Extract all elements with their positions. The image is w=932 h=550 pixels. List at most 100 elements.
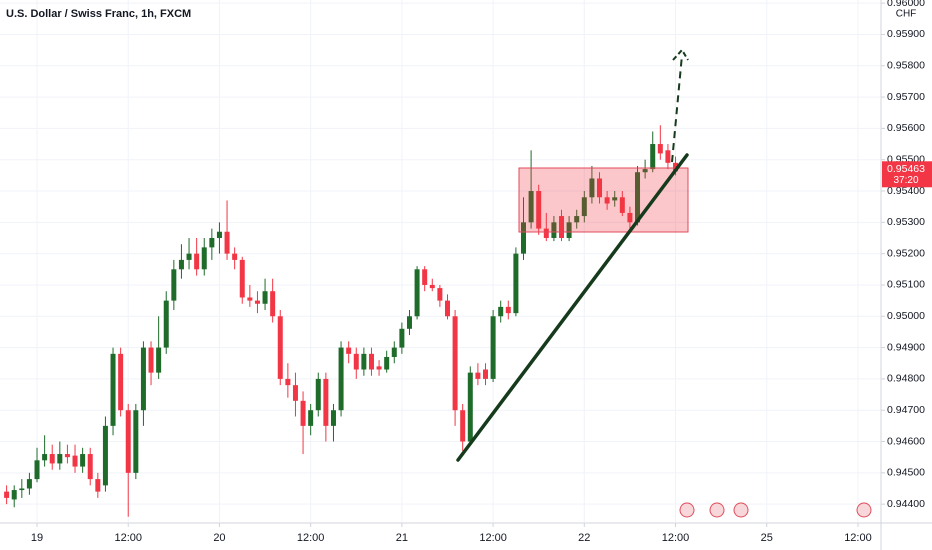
- candle-body: [26, 479, 32, 489]
- candle-body: [156, 347, 162, 373]
- candle-body: [110, 353, 116, 426]
- candle-body: [467, 372, 473, 442]
- y-tick-label: 0.95900: [887, 28, 925, 40]
- candle-body: [406, 316, 412, 329]
- candle-body: [642, 169, 648, 173]
- event-icon[interactable]: [709, 502, 725, 518]
- candle-body: [376, 366, 382, 370]
- candle-body: [19, 488, 25, 491]
- ticks: [36, 2, 885, 527]
- candle-body: [650, 144, 656, 170]
- candle-body: [11, 490, 17, 500]
- candle-body: [216, 231, 222, 238]
- candle-body: [186, 253, 192, 260]
- candle-body: [277, 316, 283, 379]
- x-tick-label: 12:00: [114, 532, 142, 544]
- candle-body: [64, 454, 70, 458]
- candle-body: [657, 144, 663, 154]
- candle-body: [201, 247, 207, 270]
- candle-body: [627, 212, 633, 223]
- candle-body: [612, 197, 618, 201]
- candle-body: [323, 378, 329, 426]
- candle-body: [232, 253, 238, 260]
- candle-body: [292, 385, 298, 401]
- candle-body: [574, 216, 580, 223]
- countdown-label: 37:20: [893, 175, 918, 186]
- x-tick-label: 12:00: [662, 532, 690, 544]
- candle-body: [239, 259, 245, 298]
- y-tick-label: 0.95000: [887, 310, 925, 322]
- candle-body: [619, 197, 625, 213]
- supply-zone: [518, 167, 689, 233]
- y-tick-label: 0.95600: [887, 122, 925, 134]
- candle-body: [338, 347, 344, 411]
- candle-body: [285, 378, 291, 386]
- candle-body: [300, 400, 306, 426]
- x-tick-label: 12:00: [479, 532, 507, 544]
- candle-body: [361, 353, 367, 370]
- y-tick-label: 0.94400: [887, 498, 925, 510]
- candle-body: [308, 410, 314, 426]
- candle-body: [194, 253, 200, 270]
- candle-body: [57, 454, 63, 464]
- candle-body: [262, 291, 268, 304]
- candle-body: [270, 291, 276, 317]
- price-badge-box: [882, 161, 932, 188]
- candle-body: [72, 455, 78, 467]
- candle-body: [536, 191, 542, 229]
- projection-arrow: [671, 54, 683, 163]
- candle-body: [429, 284, 435, 289]
- candle-body: [581, 197, 587, 217]
- candle-body: [399, 328, 405, 348]
- candle-body: [414, 269, 420, 317]
- candle-body: [118, 353, 124, 411]
- candle-body: [559, 216, 565, 238]
- candle-body: [171, 269, 177, 301]
- candle-body: [521, 222, 527, 254]
- arrow-head: [672, 48, 689, 61]
- candle-body: [513, 253, 519, 314]
- x-tick-label: 20: [213, 532, 225, 544]
- candle-body: [635, 172, 641, 223]
- candle-body: [498, 306, 504, 317]
- y-tick-label: 0.95200: [887, 247, 925, 259]
- candle-body: [604, 197, 610, 204]
- candle-body: [102, 425, 108, 486]
- candle-body: [224, 231, 230, 254]
- candle-body: [95, 479, 101, 492]
- candle-body: [346, 347, 352, 354]
- candle-body: [315, 378, 321, 411]
- candle-body: [528, 191, 534, 223]
- y-tick-label: 0.94800: [887, 373, 925, 385]
- candle-body: [163, 300, 169, 348]
- candle-body: [209, 237, 215, 248]
- event-icon[interactable]: [856, 502, 872, 518]
- candle-body: [254, 300, 260, 304]
- candle-body: [34, 460, 40, 480]
- candle-body: [42, 454, 48, 461]
- candle-body: [543, 228, 549, 238]
- x-tick-label: 21: [396, 532, 408, 544]
- event-icon[interactable]: [733, 502, 749, 518]
- y-tick-label: 0.94600: [887, 435, 925, 447]
- candle-body: [391, 347, 397, 357]
- candle-body: [140, 347, 146, 411]
- candles: [4, 125, 679, 517]
- candle-body: [673, 162, 679, 172]
- candle-body: [4, 491, 10, 498]
- y-tick-label: 0.95700: [887, 91, 925, 103]
- candle-body: [49, 454, 55, 464]
- trend-line: [456, 153, 689, 462]
- y-tick-label: 0.95300: [887, 216, 925, 228]
- candle-body: [178, 259, 184, 270]
- candle-body: [665, 150, 671, 163]
- drawings: [456, 48, 689, 462]
- candle-body: [368, 353, 374, 370]
- x-tick-label: 25: [761, 532, 773, 544]
- event-icons: [679, 502, 872, 518]
- event-icon[interactable]: [679, 502, 695, 518]
- candle-body: [125, 410, 131, 473]
